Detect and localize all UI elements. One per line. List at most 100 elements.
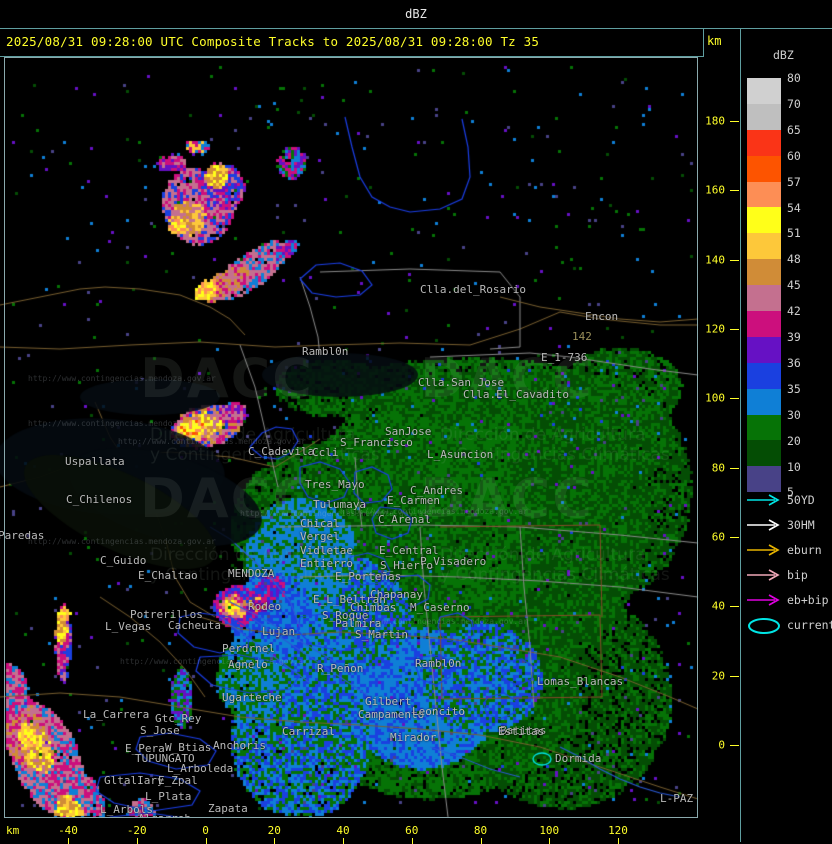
legend-swatch bbox=[747, 440, 781, 467]
legend-swatch bbox=[747, 129, 781, 156]
y-axis-tick-label: 120 bbox=[705, 322, 725, 336]
legend-swatch bbox=[747, 362, 781, 389]
x-axis-tick-label: 20 bbox=[267, 824, 281, 837]
map-place-label: GltalIary bbox=[104, 774, 164, 787]
y-axis-tick-mark bbox=[730, 121, 739, 122]
watermark-sub-2b: y Contingencias Climáticas bbox=[440, 565, 670, 585]
legend-color-bar bbox=[747, 78, 781, 493]
watermark-url-5: http://www.contingencias.mendoza.gov.ar bbox=[240, 509, 428, 518]
legend-level-label: 60 bbox=[787, 148, 801, 163]
legend-level-label: 51 bbox=[787, 226, 801, 241]
map-place-label: S_Roque bbox=[322, 609, 369, 622]
map-place-label: C_Chilenos bbox=[66, 493, 133, 506]
x-axis-tick-label: -40 bbox=[58, 824, 78, 837]
legend-swatch bbox=[747, 233, 781, 260]
map-place-label: Estitas bbox=[498, 725, 545, 738]
x-axis-tick-label: 120 bbox=[608, 824, 628, 837]
map-place-label: W_Btias bbox=[165, 741, 212, 754]
map-place-label: Tres_Mayo bbox=[305, 478, 365, 491]
legend-level-label: 45 bbox=[787, 278, 801, 293]
y-axis-tick-mark bbox=[730, 606, 739, 608]
legend-track-row: eburn bbox=[741, 539, 832, 564]
map-place-label: La_Carrera bbox=[83, 708, 150, 721]
track-arrow-icon bbox=[747, 594, 780, 606]
track-arrow-icon bbox=[747, 494, 780, 506]
legend-track-key: 50YD 30HM eburn bip eb+bip current bbox=[741, 489, 832, 639]
map-place-label: Entierro bbox=[300, 557, 353, 570]
map-place-label: Ugarteche bbox=[222, 691, 282, 704]
window-title-bar: dBZ bbox=[0, 0, 832, 28]
legend-level-label: 48 bbox=[787, 252, 801, 267]
watermark-sub-1b: y Contingencias Climáticas bbox=[440, 445, 670, 465]
y-axis-tick-mark bbox=[730, 398, 739, 400]
map-place-label: Encon bbox=[585, 310, 619, 323]
map-place-label: Rambl0n bbox=[302, 345, 349, 358]
map-place-label: Clla.San Jose bbox=[418, 376, 505, 389]
header-divider bbox=[0, 56, 703, 57]
map-place-label: SanJose bbox=[385, 425, 432, 438]
legend-level-label: 5 bbox=[787, 485, 794, 500]
legend-track-label: 50YD bbox=[787, 493, 815, 507]
legend-level-label: 36 bbox=[787, 355, 801, 370]
x-axis: km -40 -20 0 20 40 60 80 100 120 bbox=[0, 818, 703, 844]
map-place-label: MENDOZA bbox=[228, 567, 275, 580]
legend-swatch bbox=[747, 259, 781, 286]
legend-swatch bbox=[747, 311, 781, 337]
legend-track-row: eb+bip bbox=[741, 589, 832, 614]
legend-level-label: 65 bbox=[787, 122, 801, 137]
x-axis-tick-label: 100 bbox=[539, 824, 560, 837]
legend-level-label: 10 bbox=[787, 459, 801, 474]
map-place-label: E_Carmen bbox=[387, 494, 440, 507]
map-place-label: Anchoris bbox=[213, 739, 266, 752]
legend-track-row: current bbox=[741, 614, 832, 639]
track-arrow-icon bbox=[747, 569, 780, 581]
watermark-url-6: http://www.contingencias.mendoza.gov.ar bbox=[340, 507, 528, 516]
map-place-label: Palmira bbox=[335, 617, 382, 630]
watermark-brand-3: DACC bbox=[140, 467, 314, 530]
legend-swatch bbox=[747, 414, 781, 441]
map-place-label: Mirador bbox=[390, 731, 437, 744]
legend-swatch bbox=[747, 388, 781, 415]
map-place-label: Gtc_Rey bbox=[155, 712, 202, 725]
y-axis-tick-label: 40 bbox=[711, 599, 725, 613]
map-place-label: Clla.del_Rosario bbox=[420, 283, 526, 296]
map-place-label: E_Pera bbox=[125, 742, 165, 755]
map-place-label: Lujan bbox=[262, 625, 296, 638]
legend-swatch bbox=[747, 78, 781, 104]
x-axis-tick-label: 80 bbox=[473, 824, 488, 837]
legend-level-label: 35 bbox=[787, 381, 801, 396]
map-place-label: S_Hierro bbox=[380, 559, 433, 572]
y-axis: 180 160 140 120 100 80 60 40 20 0 bbox=[703, 57, 741, 818]
map-place-label: Batitas bbox=[500, 724, 547, 737]
watermark-url-1: http://www.contingencias.mendoza.gov.ar bbox=[28, 374, 216, 383]
map-place-label: C_Guido bbox=[100, 554, 147, 567]
watermark-url-4: http://www.contingencias.mendoza.gov.ar bbox=[28, 537, 216, 546]
map-place-label: E_Central bbox=[379, 544, 439, 557]
watermark-sub-4b: y Contingencias Climáticas bbox=[150, 565, 380, 585]
legend-level-label: 70 bbox=[787, 96, 801, 111]
watermark-url-8: http://www.contingencias.mendoza.gov.ar bbox=[120, 657, 308, 666]
map-place-label: Vergel bbox=[300, 530, 340, 543]
map-place-label: Zapata bbox=[208, 802, 248, 815]
watermark-sub-3b: y Contingencias Climáticas bbox=[150, 445, 380, 465]
map-place-label: Vidletae bbox=[300, 544, 353, 557]
header-right-divider bbox=[703, 29, 704, 57]
header-strip: 2025/08/31 09:28:00 UTC Composite Tracks… bbox=[0, 29, 703, 57]
x-axis-tick-label: 0 bbox=[202, 824, 209, 837]
radar-map[interactable]: DACC DACC Dirección de Agricultura y Con… bbox=[0, 57, 703, 818]
legend-swatch bbox=[747, 336, 781, 363]
legend-swatch bbox=[747, 207, 781, 234]
dbz-legend-panel: dBZ 80 70 65 60 57 54 51 48 45 42 39 36 35 30 20 10 5 50… bbox=[741, 29, 832, 842]
map-place-label: E_1-736 bbox=[541, 351, 588, 364]
map-place-label: Perdrnel bbox=[222, 642, 275, 655]
map-place-label: Ccli bbox=[312, 446, 339, 459]
map-place-label: L-PAZ bbox=[660, 792, 694, 805]
y-axis-tick-label: 180 bbox=[705, 114, 725, 128]
legend-track-row: bip bbox=[741, 564, 832, 589]
y-axis-tick-mark bbox=[730, 329, 739, 330]
map-place-label: Gilbert bbox=[365, 695, 412, 708]
map-place-label: L_Asuncion bbox=[427, 448, 494, 461]
map-place-label: 142 bbox=[572, 330, 592, 343]
legend-swatch bbox=[747, 181, 781, 208]
